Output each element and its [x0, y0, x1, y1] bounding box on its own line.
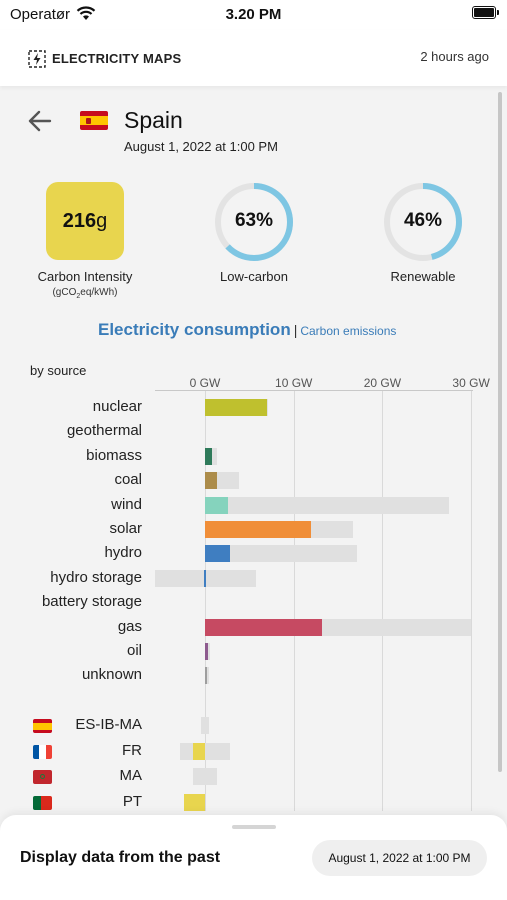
- exchange-capacity-bar[interactable]: [193, 768, 218, 785]
- date-picker-button[interactable]: August 1, 2022 at 1:00 PM: [312, 840, 487, 876]
- chart-gridline: [293, 391, 295, 811]
- exchange-bar[interactable]: [193, 742, 205, 760]
- source-label-geothermal: geothermal: [66, 422, 142, 440]
- exchange-capacity-bar[interactable]: [201, 717, 209, 734]
- source-label-hydro: hydro: [104, 544, 142, 562]
- chart-subtitle: by source: [30, 363, 87, 378]
- flag-icon-fr: [33, 744, 52, 759]
- flag-icon-es: [33, 719, 52, 733]
- capacity-bar[interactable]: [205, 545, 357, 563]
- chart-axis-line: [155, 390, 473, 391]
- exchange-label-ES-IB-MA: ES-IB-MA: [75, 716, 142, 733]
- production-bar[interactable]: [205, 667, 207, 685]
- carbon-intensity-label: Carbon Intensity: [37, 269, 133, 284]
- capacity-bar[interactable]: [205, 667, 209, 685]
- carbon-intensity-value: 216: [62, 210, 97, 232]
- chart-gridline: [205, 391, 206, 811]
- scrollbar[interactable]: [498, 92, 502, 812]
- chart-gridline: [471, 391, 473, 811]
- source-label-coal: coal: [114, 471, 142, 489]
- low-carbon-donut: [215, 183, 293, 261]
- brand-name: ELECTRICITY MAPS: [52, 51, 182, 66]
- exchange-bar[interactable]: [183, 793, 205, 811]
- production-bar[interactable]: [205, 521, 312, 538]
- chart-gridline: [382, 391, 384, 811]
- exchange-label-MA: MA: [119, 767, 143, 784]
- low-carbon-value: 63%: [234, 210, 274, 231]
- spain-flag-icon: [80, 111, 108, 130]
- capacity-bar[interactable]: [205, 643, 211, 660]
- production-bar[interactable]: [205, 545, 230, 563]
- renewable-value: 46%: [403, 210, 443, 231]
- source-label-gas: gas: [117, 617, 142, 635]
- exchange-label-FR: FR: [122, 741, 142, 759]
- source-label-battery-storage: battery storage: [41, 593, 142, 611]
- battery-icon: [472, 6, 499, 19]
- low-carbon-label: Low-carbon: [220, 269, 288, 284]
- carbon-intensity-unit: g: [96, 210, 108, 232]
- carbon-intensity-unit-label: (gCO2eq/kWh): [52, 287, 118, 300]
- clock: 3.20 PM: [225, 6, 282, 23]
- source-label-solar: solar: [109, 520, 142, 537]
- source-label-biomass: biomass: [86, 446, 142, 464]
- x-tick-label: 0 GW: [189, 376, 221, 390]
- source-label-unknown: unknown: [81, 666, 142, 684]
- chart-tabs: Electricity consumption | Carbon emissions: [98, 320, 396, 340]
- capacity-bar[interactable]: [205, 496, 449, 514]
- source-label-oil: oil: [126, 642, 142, 659]
- x-tick-label: 30 GW: [452, 376, 490, 390]
- scrollbar-thumb[interactable]: [498, 92, 502, 772]
- production-bar[interactable]: [205, 472, 217, 490]
- production-bar[interactable]: [205, 643, 208, 660]
- back-arrow-icon[interactable]: [28, 110, 52, 132]
- source-label-wind: wind: [111, 495, 142, 513]
- production-bar[interactable]: [205, 399, 268, 416]
- x-tick-label: 10 GW: [275, 376, 313, 390]
- zone-date: August 1, 2022 at 1:00 PM: [124, 139, 278, 154]
- electricity-maps-logo-icon: [28, 50, 46, 68]
- production-bar[interactable]: [205, 496, 229, 514]
- time-travel-sheet: Display data from the past August 1, 202…: [0, 815, 507, 900]
- wifi-icon: [76, 6, 96, 20]
- tab-separator: |: [293, 322, 298, 338]
- app-header: ELECTRICITY MAPS 2 hours ago: [0, 30, 507, 86]
- last-updated: 2 hours ago: [420, 49, 489, 64]
- flag-icon-pt: [33, 795, 52, 810]
- exchange-capacity-bar[interactable]: [180, 742, 230, 760]
- zone-name: Spain: [124, 107, 183, 133]
- production-bar[interactable]: [204, 569, 206, 587]
- production-bar[interactable]: [205, 447, 213, 465]
- tab-electricity-consumption[interactable]: Electricity consumption: [98, 320, 291, 339]
- carrier-label: Operatør: [10, 6, 71, 23]
- sheet-handle[interactable]: [232, 825, 276, 829]
- flag-icon-ma: [33, 770, 52, 784]
- source-label-hydro-storage: hydro storage: [50, 568, 142, 586]
- exchange-label-PT: PT: [122, 792, 142, 810]
- carbon-intensity-box: 216g: [46, 182, 124, 260]
- renewable-donut: [384, 183, 462, 261]
- sheet-title: Display data from the past: [20, 849, 221, 866]
- source-label-nuclear: nuclear: [92, 398, 142, 415]
- x-tick-label: 20 GW: [363, 376, 402, 390]
- renewable-label: Renewable: [390, 269, 456, 284]
- tab-carbon-emissions[interactable]: Carbon emissions: [300, 324, 397, 338]
- production-bar[interactable]: [205, 618, 323, 636]
- status-bar: Operatør 3.20 PM: [0, 0, 507, 30]
